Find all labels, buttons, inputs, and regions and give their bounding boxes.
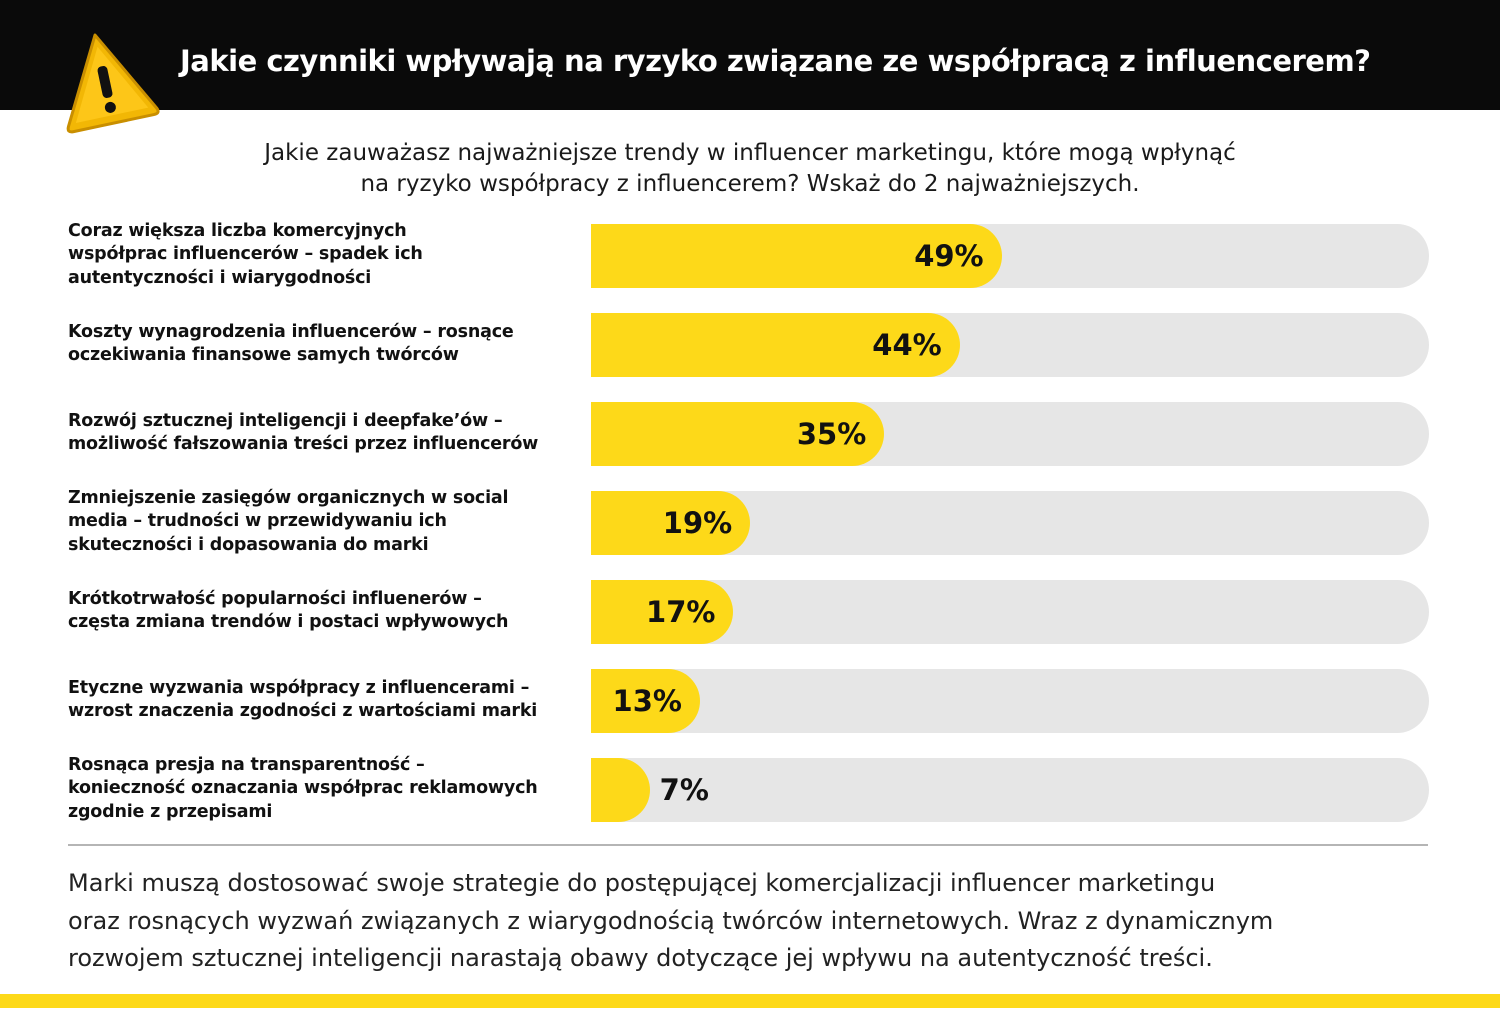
- category-label-line: oczekiwania finansowe samych twórców: [68, 345, 459, 365]
- value-label: 44%: [872, 328, 942, 362]
- category-label-line: Zmniejszenie zasięgów organicznych w soc…: [68, 487, 509, 508]
- category-label-line: Etyczne wyzwania współpracy z influencer…: [68, 677, 530, 698]
- category-label: Krótkotrwałość popularności influenerów …: [68, 588, 573, 635]
- footer-line-1: Marki muszą dostosować swoje strategie d…: [68, 869, 1216, 897]
- category-label-line: Rosnąca presja na transparentność –: [68, 754, 425, 775]
- category-label-line: konieczność oznaczania współprac reklamo…: [68, 778, 538, 799]
- divider: [68, 844, 1428, 846]
- footer-line-3: rozwojem sztucznej inteligencji narastaj…: [68, 944, 1213, 972]
- category-label-line: skuteczności i dopasowania do marki: [68, 534, 429, 555]
- category-label-line: Coraz większa liczba komercyjnych: [68, 220, 407, 241]
- bar: [591, 580, 734, 644]
- category-label-line: częsta zmiana trendów i postaci wpływowy…: [68, 612, 509, 632]
- bar: [591, 669, 700, 733]
- page-title: Jakie czynniki wpływają na ryzyko związa…: [180, 44, 1371, 78]
- category-label-line: wzrost znaczenia zgodności z wartościami…: [68, 701, 538, 721]
- category-label: Etyczne wyzwania współpracy z influencer…: [68, 677, 573, 724]
- value-label: 19%: [662, 506, 733, 540]
- category-label-line: Krótkotrwałość popularności influenerów …: [68, 588, 482, 609]
- value-label: 49%: [914, 239, 984, 273]
- footer-text: Marki muszą dostosować swoje strategie d…: [68, 865, 1448, 978]
- category-label-line: współprac influencerów – spadek ich: [68, 244, 423, 265]
- footer-line-2: oraz rosnących wyzwań związanych z wiary…: [68, 906, 1274, 935]
- category-label: Rozwój sztucznej inteligencji i deepfake…: [68, 410, 573, 457]
- bar: [591, 224, 1002, 288]
- category-label-line: zgodnie z przepisami: [68, 801, 273, 822]
- category-label: Zmniejszenie zasięgów organicznych w soc…: [68, 487, 573, 558]
- bar-track: 49%: [591, 224, 1429, 288]
- bar: [591, 491, 751, 555]
- header-bar: Jakie czynniki wpływają na ryzyko związa…: [0, 0, 1500, 110]
- value-label: 7%: [659, 773, 709, 807]
- bar: [591, 313, 960, 377]
- category-label-line: Rozwój sztucznej inteligencji i deepfake…: [68, 410, 503, 431]
- value-label: 17%: [646, 595, 716, 629]
- category-label-line: Koszty wynagrodzenia influencerów – rosn…: [68, 321, 514, 342]
- category-label-line: możliwość fałszowania treści przez influ…: [68, 434, 539, 454]
- value-label: 13%: [612, 684, 682, 718]
- bar: [591, 758, 650, 822]
- bar: [591, 402, 885, 466]
- category-label: Coraz większa liczba komercyjnych współpr…: [68, 220, 573, 291]
- bar-track: 13%: [591, 669, 1429, 733]
- category-label: Koszty wynagrodzenia influencerów – rosn…: [68, 321, 573, 368]
- category-label-line: autentyczności i wiarygodności: [68, 267, 372, 288]
- bar-track: 44%: [591, 313, 1429, 377]
- bar-track: 17%: [591, 580, 1429, 644]
- category-label: Rosnąca presja na transparentność – konie…: [68, 754, 573, 825]
- question-line-2: na ryzyko współpracy z influencerem? Wsk…: [360, 171, 1140, 197]
- bar-track: 35%: [591, 402, 1429, 466]
- bar-track: 19%: [591, 491, 1429, 555]
- value-label: 35%: [796, 417, 867, 451]
- bar-track: 7%: [591, 758, 1429, 822]
- bar-chart: Coraz większa liczba komercyjnych współpr…: [68, 220, 1429, 825]
- warning-icon: [66, 33, 160, 134]
- bottom-accent-band: [0, 994, 1500, 1008]
- question-line-1: Jakie zauważasz najważniejsze trendy w i…: [264, 140, 1236, 166]
- survey-question: Jakie zauważasz najważniejsze trendy w i…: [0, 138, 1500, 200]
- category-label-line: media – trudności w przewidywaniu ich: [68, 511, 447, 532]
